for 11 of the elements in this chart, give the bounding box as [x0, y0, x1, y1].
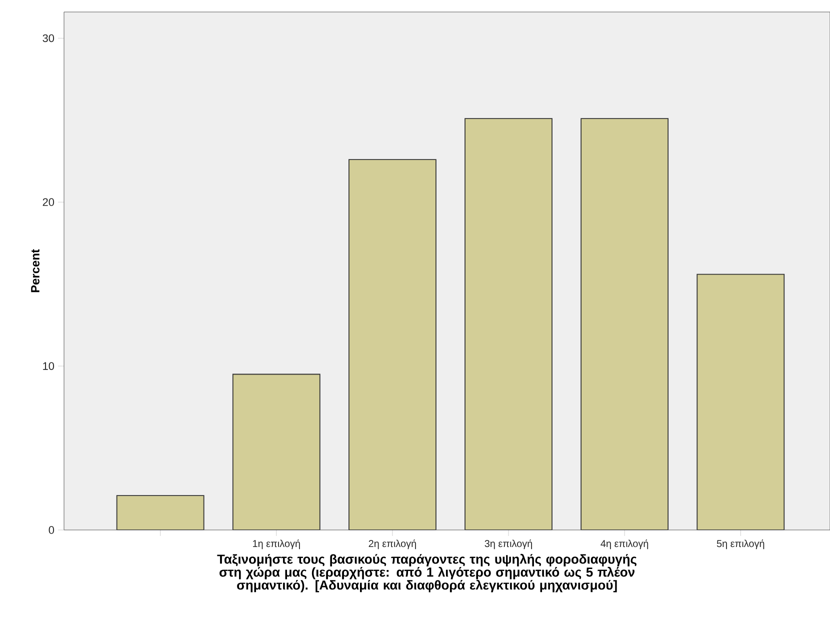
- x-tick-label: 1η επιλογή: [253, 539, 300, 550]
- x-axis-title: Ταξινομήστε τους βασικούς παράγοντες της υψηλής φοροδιαφυγής στη χώρα μας (ιεραρχήστε: από 1 λιγότερο σημαντικό ως 5 πλέον σημαντικό). [Αδυναμία και διαφθορά ελεγκτικού μηχανισμού]: [217, 554, 636, 592]
- y-tick-label: 30: [42, 34, 54, 42]
- y-axis-title: Percent: [31, 249, 40, 292]
- y-tick-label: 10: [43, 362, 54, 370]
- x-tick-label: 3η επιλογή: [484, 539, 532, 550]
- y-tick-label: 20: [42, 198, 54, 206]
- x-tick-label: 2η επιλογή: [368, 539, 416, 550]
- y-tick-label: 0: [48, 526, 54, 534]
- x-tick-label: 5η επιλογή: [716, 539, 764, 550]
- x-tick-label: 4η επιλογή: [600, 539, 648, 550]
